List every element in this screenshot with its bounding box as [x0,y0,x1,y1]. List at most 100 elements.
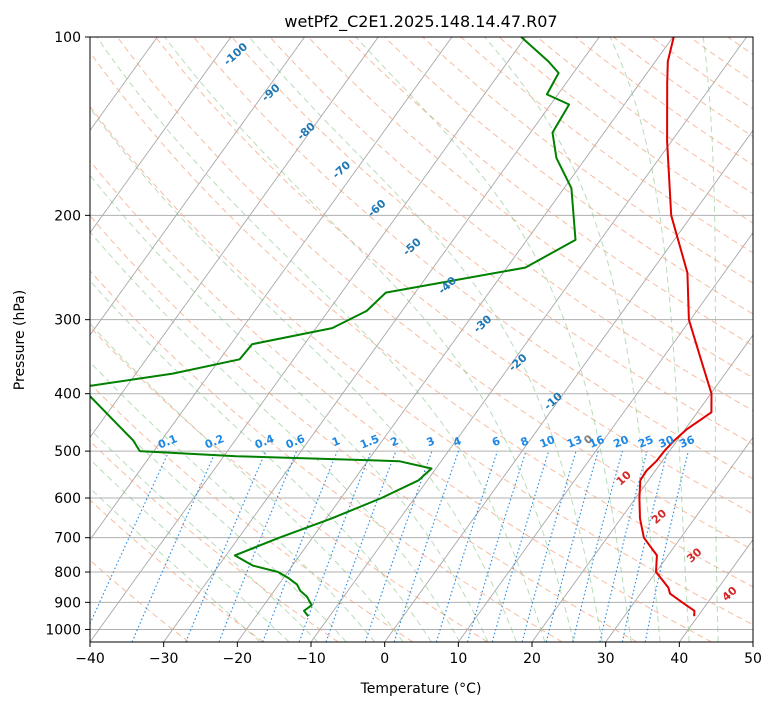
mixing-ratio-line [325,450,397,642]
dry-adiabat [90,51,753,588]
y-tick-label: 600 [54,491,81,507]
moist-adiabat [355,37,632,642]
y-axis-label: Pressure (hPa) [12,290,28,390]
isotherm-lines [0,37,753,642]
moist-adiabat [90,174,489,642]
x-tick-label: 0 [380,651,389,667]
isotherm [90,37,305,336]
dry-adiabat [498,37,753,224]
dry-adiabat [766,37,775,642]
isotherm [531,334,753,642]
dry-adiabat [193,37,753,480]
mixing-ratio-lines [90,450,689,642]
y-tick-label: 900 [54,595,81,611]
isotherm [90,37,232,234]
dry-adiabat [307,37,753,379]
y-tick-label: 700 [54,531,81,547]
moist-adiabat [90,428,319,642]
y-tick-label: 800 [54,565,81,581]
isotherm [605,436,753,642]
x-axis: −40 −30 −20 −10 0 10 20 30 40 50 [75,642,762,667]
x-tick-label: −10 [296,651,326,667]
pressure-gridlines [90,36,753,630]
y-axis: 100 200 300 400 500 600 700 800 900 1000 [45,30,90,638]
x-tick-label: −20 [223,651,253,667]
dry-adiabat [116,37,753,551]
mixing-ratio-line [298,450,372,642]
dry-adiabat [269,37,753,412]
mixing-ratio-line [572,450,623,642]
moist-adiabat [90,396,347,642]
moist-adiabat [96,37,546,642]
isotherm [163,37,600,642]
isotherm [90,37,379,439]
sounding-lines [90,37,713,617]
isotherm [457,231,753,642]
x-tick-label: −40 [75,651,105,667]
y-tick-label: 200 [54,208,81,224]
mixing-ratio-label: 3 [425,434,437,449]
y-tick-label: 100 [54,30,81,46]
mixing-ratio-label: 1 [330,434,342,449]
isotherm [752,641,753,642]
dry-adiabat [90,499,264,642]
x-tick-label: 50 [744,651,762,667]
mixing-ratio-line [364,450,433,642]
moist-adiabat-lines [90,37,719,642]
mixing-ratio-line [393,450,460,642]
dry-adiabat [90,160,712,642]
x-tick-label: −30 [149,651,179,667]
moist-adiabat [484,37,661,642]
mixing-ratio-line [545,450,599,642]
moist-adiabat [90,231,461,642]
y-tick-label: 500 [54,444,81,460]
mixing-ratio-label: 20 [612,433,631,451]
isotherm [0,37,10,642]
isotherm [90,37,526,642]
y-tick-label: 300 [54,313,81,329]
mixing-ratio-label: 30 [657,433,676,451]
plot-frame [89,36,754,643]
moist-adiabat [90,280,432,642]
mixing-ratio-label: 2 [388,434,400,449]
mixing-ratio-line [599,450,648,642]
mixing-ratio-label: 13 [565,433,584,451]
dry-adiabat [536,37,753,195]
moist-adiabat [90,487,261,642]
isotherm [90,37,453,541]
mixing-ratio-line [262,450,338,642]
moist-adiabat [702,37,719,642]
x-axis-label: Temperature (°C) [360,681,482,697]
isotherm [384,129,753,642]
mixing-ratio-label: 25 [636,433,655,451]
mixing-ratio-line [185,450,267,642]
mixing-ratio-line [435,450,498,642]
x-tick-label: 40 [670,651,688,667]
moist-adiabat [90,107,517,642]
mixing-ratio-label: 8 [519,434,531,449]
moist-adiabat [90,322,404,642]
moist-adiabat [90,458,290,642]
mixing-ratio-line [131,450,217,642]
mixing-ratio-line [621,450,669,642]
x-tick-label: 20 [523,651,541,667]
isotherm [236,37,674,642]
dry-adiabat [90,105,753,626]
chart-title: wetPf2_C2E1.2025.148.14.47.R07 [284,12,557,32]
mixing-ratio-label: 16 [587,433,606,451]
moist-adiabat [609,37,690,642]
isotherm [678,538,753,642]
y-tick-label: 400 [54,387,81,403]
dewpoint-profile [90,37,577,617]
mixing-ratio-line [521,450,577,642]
plot-background [90,37,753,642]
dry-adiabat [90,214,638,642]
dry-adiabat [231,37,753,445]
moist-adiabat [90,361,376,642]
y-tick-label: 1000 [45,622,81,638]
temperature-profile [638,37,713,617]
x-tick-label: 30 [597,651,615,667]
mixing-ratio-label: 10 [538,433,557,451]
x-tick-label: 10 [449,651,467,667]
